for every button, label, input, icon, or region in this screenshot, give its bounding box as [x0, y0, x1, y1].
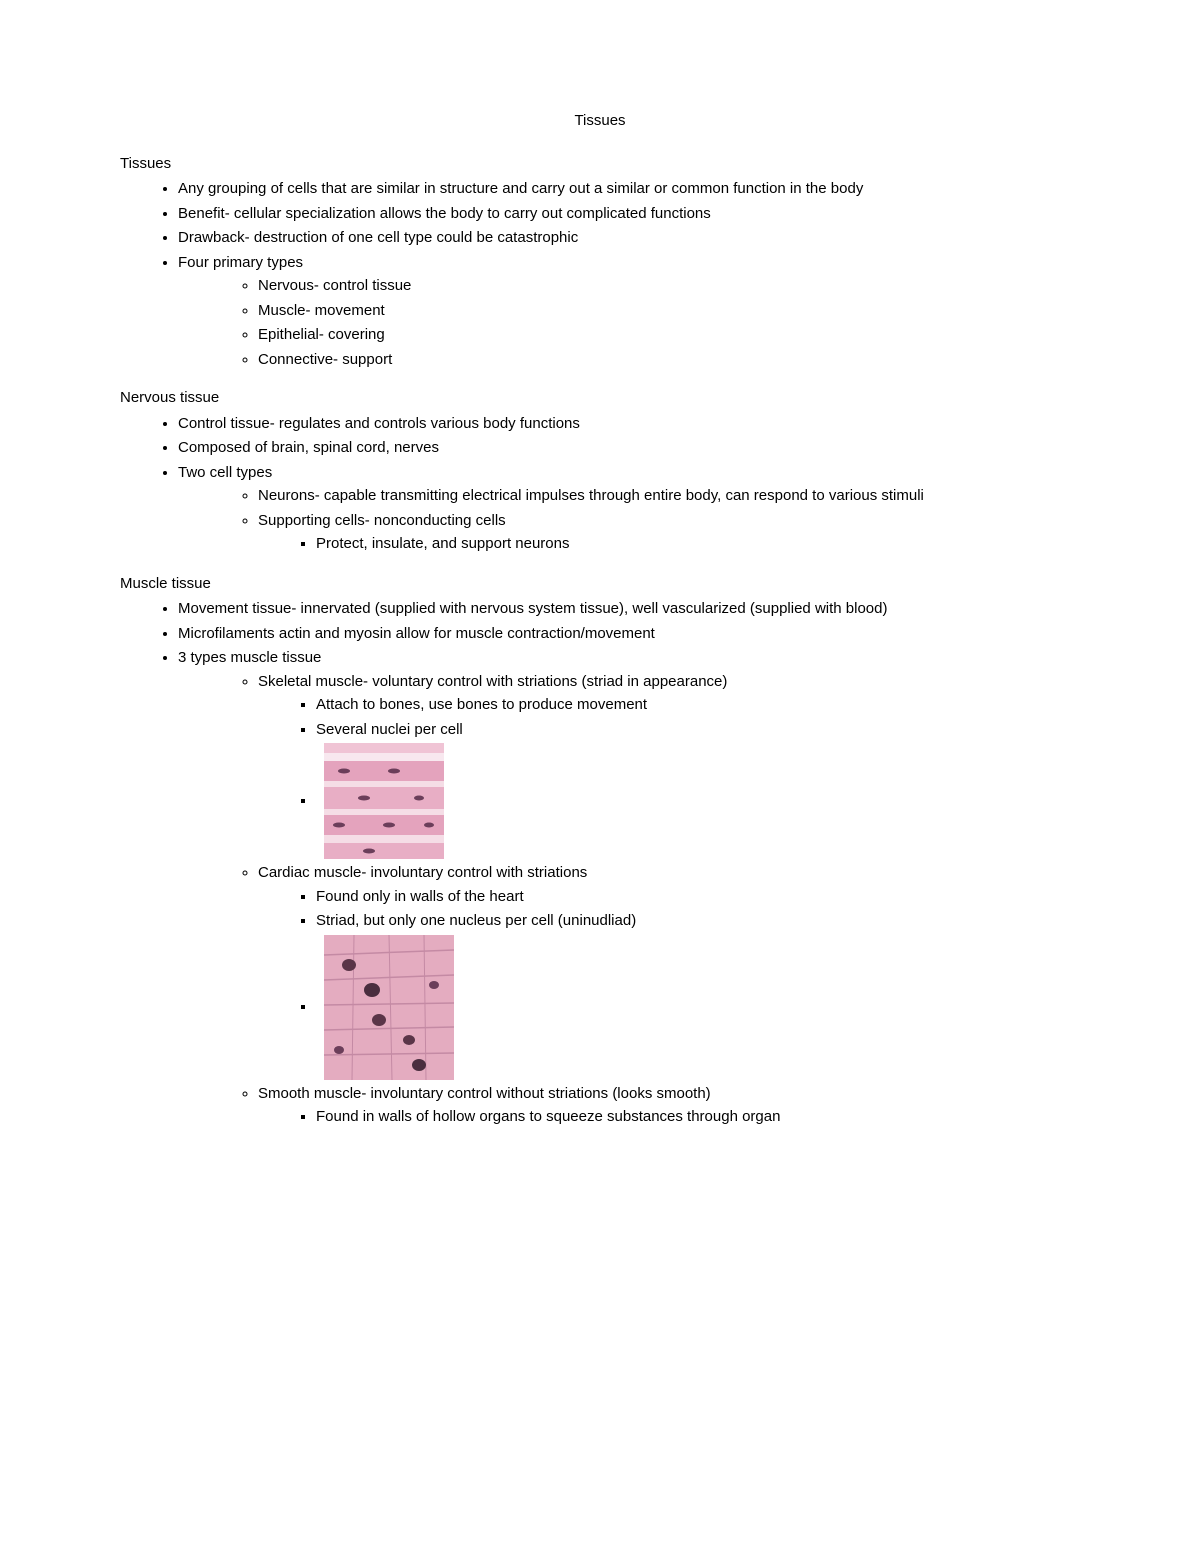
list-item: Skeletal muscle- voluntary control with …: [258, 670, 1080, 862]
list-item-text: Supporting cells- nonconducting cells: [258, 512, 506, 529]
list-item: Found in walls of hollow organs to squee…: [316, 1105, 1080, 1130]
list-item: Four primary types Nervous- control tiss…: [178, 251, 1080, 374]
list-item: Two cell types Neurons- capable transmit…: [178, 461, 1080, 559]
list-item: Protect, insulate, and support neurons: [316, 532, 1080, 557]
section-heading-muscle: Muscle tissue: [120, 573, 1080, 596]
primary-types-list: Nervous- control tissue Muscle- movement…: [178, 274, 1080, 372]
list-item: Benefit- cellular specialization allows …: [178, 202, 1080, 227]
smooth-list: Found in walls of hollow organs to squee…: [258, 1105, 1080, 1130]
muscle-types-list: Skeletal muscle- voluntary control with …: [178, 670, 1080, 1131]
list-item-text: Four primary types: [178, 254, 303, 271]
section-heading-nervous: Nervous tissue: [120, 387, 1080, 410]
list-item: Supporting cells- nonconducting cells Pr…: [258, 509, 1080, 558]
list-item: Striad, but only one nucleus per cell (u…: [316, 909, 1080, 934]
list-item: Any grouping of cells that are similar i…: [178, 177, 1080, 202]
skeletal-muscle-image: [324, 743, 444, 859]
supporting-cells-list: Protect, insulate, and support neurons: [258, 532, 1080, 557]
list-item: Nervous- control tissue: [258, 274, 1080, 299]
list-item: Drawback- destruction of one cell type c…: [178, 226, 1080, 251]
list-item-image: [316, 742, 1080, 860]
list-item: Cardiac muscle- involuntary control with…: [258, 861, 1080, 1082]
list-item-text: Skeletal muscle- voluntary control with …: [258, 673, 727, 690]
list-item: Muscle- movement: [258, 299, 1080, 324]
list-item: 3 types muscle tissue Skeletal muscle- v…: [178, 646, 1080, 1132]
cell-types-list: Neurons- capable transmitting electrical…: [178, 484, 1080, 558]
list-item-text: Two cell types: [178, 464, 272, 481]
cardiac-list: Found only in walls of the heart Striad,…: [258, 885, 1080, 1081]
document-page: Tissues Tissues Any grouping of cells th…: [0, 0, 1200, 1553]
list-item: Several nuclei per cell: [316, 718, 1080, 743]
tissues-list: Any grouping of cells that are similar i…: [120, 177, 1080, 373]
list-item: Neurons- capable transmitting electrical…: [258, 484, 1080, 509]
list-item-text: Smooth muscle- involuntary control witho…: [258, 1085, 711, 1102]
page-title: Tissues: [120, 110, 1080, 133]
list-item: Connective- support: [258, 348, 1080, 373]
list-item: Attach to bones, use bones to produce mo…: [316, 693, 1080, 718]
skeletal-list: Attach to bones, use bones to produce mo…: [258, 693, 1080, 860]
list-item: Control tissue- regulates and controls v…: [178, 412, 1080, 437]
list-item: Smooth muscle- involuntary control witho…: [258, 1082, 1080, 1131]
list-item-image: [316, 934, 1080, 1081]
nervous-list: Control tissue- regulates and controls v…: [120, 412, 1080, 559]
list-item: Composed of brain, spinal cord, nerves: [178, 436, 1080, 461]
list-item-text: Cardiac muscle- involuntary control with…: [258, 864, 587, 881]
list-item-text: 3 types muscle tissue: [178, 649, 321, 666]
list-item: Movement tissue- innervated (supplied wi…: [178, 597, 1080, 622]
list-item: Found only in walls of the heart: [316, 885, 1080, 910]
section-heading-tissues: Tissues: [120, 153, 1080, 176]
muscle-list: Movement tissue- innervated (supplied wi…: [120, 597, 1080, 1132]
cardiac-muscle-image: [324, 935, 454, 1080]
list-item: Microfilaments actin and myosin allow fo…: [178, 622, 1080, 647]
list-item: Epithelial- covering: [258, 323, 1080, 348]
